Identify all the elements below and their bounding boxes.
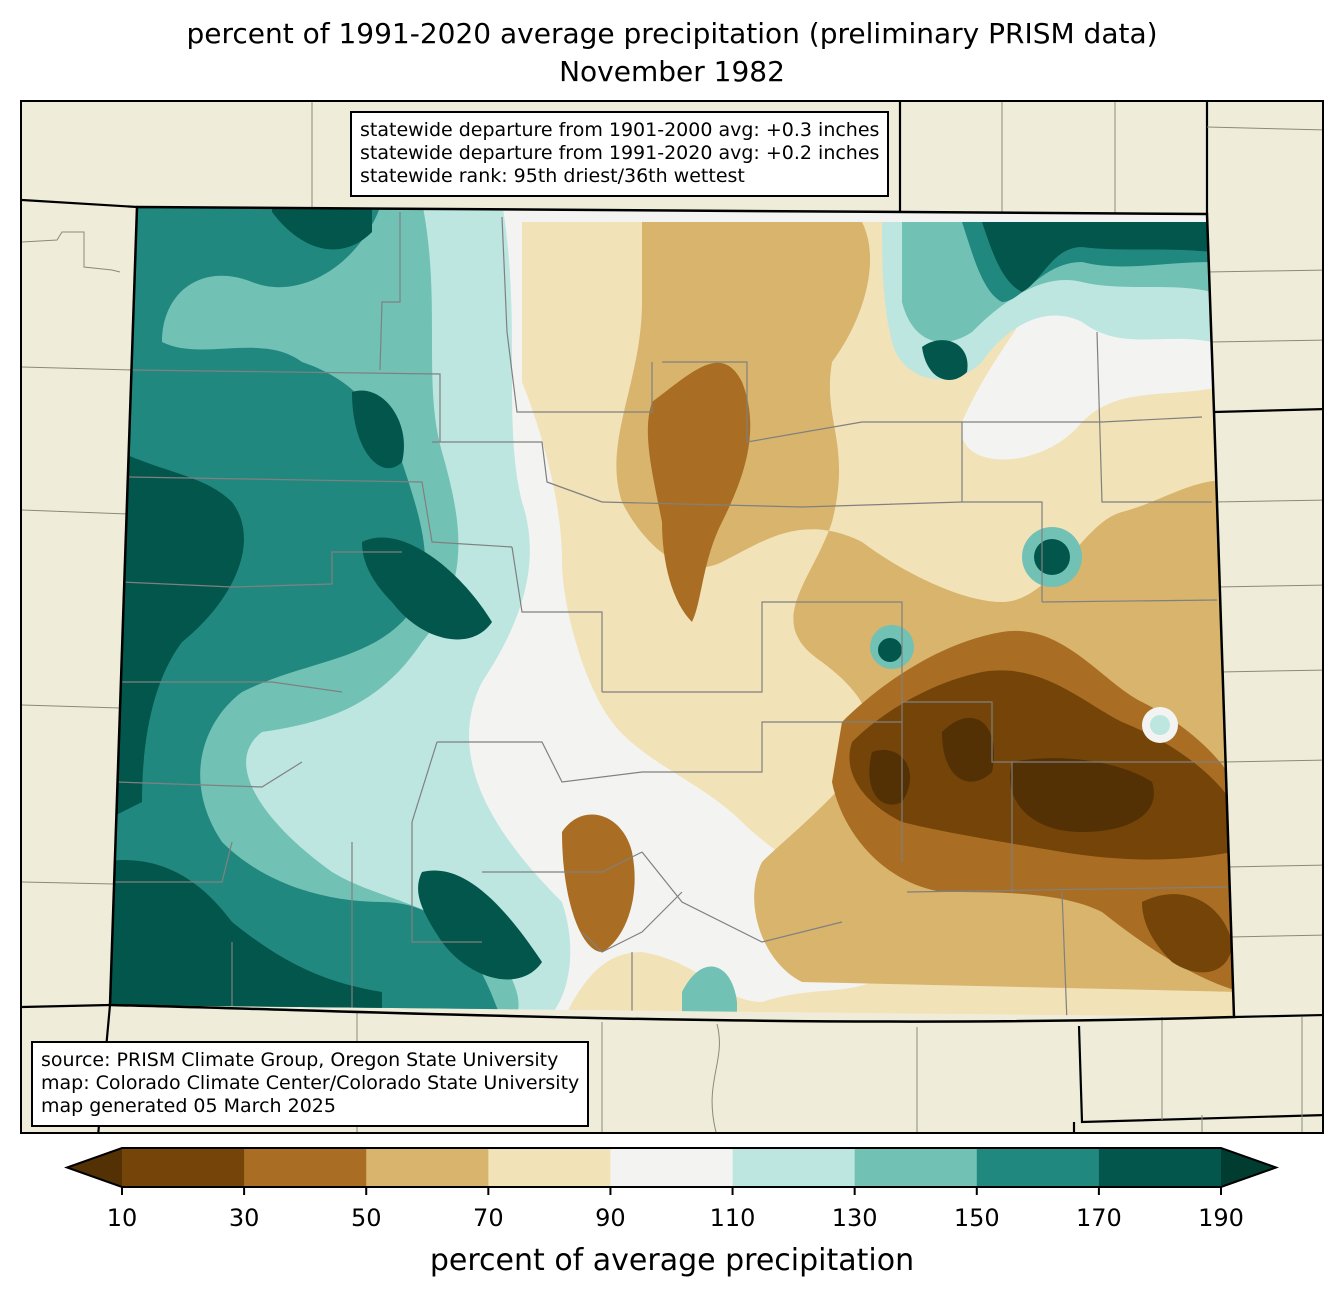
colorado-precip-map (22, 102, 1322, 1132)
county-lines (112, 212, 1228, 1017)
colorbar-over-arrow (1221, 1148, 1276, 1187)
state-line-ut-wy (22, 198, 138, 209)
colorbar-tick-label: 150 (953, 1204, 1000, 1232)
colorbar-tick-label: 130 (831, 1204, 878, 1232)
contour-150-170 (110, 207, 502, 1017)
colorbar-tick-label: 50 (350, 1204, 382, 1232)
credits-box: source: PRISM Climate Group, Oregon Stat… (31, 1041, 590, 1127)
neighbor-county-lines (22, 102, 1322, 1132)
colorbar-under-arrow (67, 1148, 122, 1187)
colorbar-bin-50-70 (366, 1148, 489, 1187)
map-subtitle-month: November 1982 (559, 55, 785, 88)
colorbar-bin-90-110 (610, 1148, 734, 1187)
map-title: percent of 1991-2020 average precipitati… (186, 17, 1158, 50)
colorbar-outline (64, 1147, 1279, 1188)
colorado-border (108, 205, 1236, 1023)
statewide-rank: statewide rank: 95th driest/36th wettest (360, 165, 745, 187)
colorbar-tick-label: 10 (106, 1204, 138, 1232)
credit-source: source: PRISM Climate Group, Oregon Stat… (41, 1049, 559, 1071)
credit-generated-date: map generated 05 March 2025 (41, 1095, 336, 1117)
statewide-stats-box: statewide departure from 1901-2000 avg: … (350, 111, 890, 197)
credit-map: map: Colorado Climate Center/Colorado St… (41, 1072, 580, 1094)
colorbar-bin-110-130 (732, 1148, 856, 1187)
colorbar-tick-label: 110 (709, 1204, 756, 1232)
colorbar-tick-label: 30 (228, 1204, 260, 1232)
precip-contours (110, 207, 1234, 1017)
colorbar-bin-30-50 (244, 1148, 367, 1187)
colorbar-tick-label: 190 (1198, 1204, 1244, 1232)
colorbar-bin-170-190 (1098, 1148, 1222, 1187)
colorbar-tick-label: 70 (473, 1204, 504, 1232)
state-line-az-nm (22, 1003, 111, 1009)
state-line-ne-ks (1213, 408, 1322, 414)
state-line-ok (1233, 1013, 1322, 1019)
state-line-ok-tx (1077, 1025, 1322, 1124)
colorbar-tick-label: 90 (595, 1204, 626, 1232)
colorbar-bin-10-30 (122, 1148, 245, 1187)
colorbar-label: percent of average precipitation (429, 1243, 915, 1278)
departure-1901-2000: statewide departure from 1901-2000 avg: … (360, 119, 880, 141)
colorbar-bin-130-150 (854, 1148, 978, 1187)
contour-170-190 (110, 442, 244, 822)
map-panel (20, 100, 1324, 1134)
colorbar-bin-70-90 (488, 1148, 611, 1187)
colorbar-bin-150-170 (976, 1148, 1100, 1187)
colorbar-tick-label: 170 (1075, 1204, 1122, 1232)
departure-1991-2020: statewide departure from 1991-2020 avg: … (360, 142, 880, 164)
